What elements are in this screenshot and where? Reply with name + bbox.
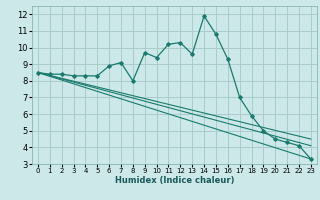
X-axis label: Humidex (Indice chaleur): Humidex (Indice chaleur) [115, 176, 234, 185]
